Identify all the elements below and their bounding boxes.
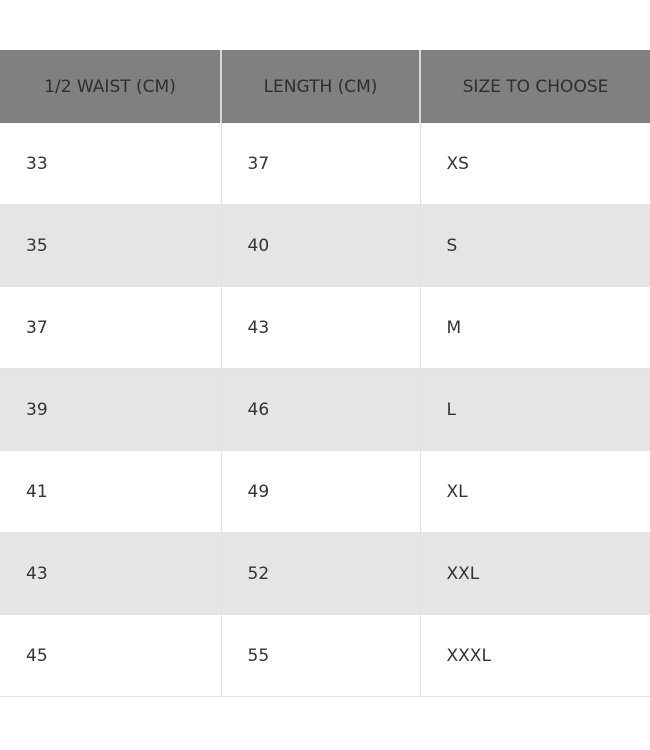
length-cell: 43 bbox=[220, 286, 420, 369]
size-cell: XXXL bbox=[419, 614, 650, 697]
table-row: 39 46 L bbox=[0, 368, 650, 451]
waist-cell: 39 bbox=[0, 368, 221, 451]
table-row: 45 55 XXXL bbox=[0, 614, 650, 697]
waist-cell: 41 bbox=[0, 450, 221, 533]
table-row: 35 40 S bbox=[0, 204, 650, 287]
length-cell: 52 bbox=[220, 532, 420, 615]
header-length: LENGTH (CM) bbox=[220, 50, 420, 123]
table-row: 33 37 XS bbox=[0, 123, 650, 205]
waist-cell: 45 bbox=[0, 614, 221, 697]
size-cell: M bbox=[419, 286, 650, 369]
waist-cell: 37 bbox=[0, 286, 221, 369]
table-row: 43 52 XXL bbox=[0, 532, 650, 615]
size-cell: XL bbox=[419, 450, 650, 533]
length-cell: 46 bbox=[220, 368, 420, 451]
length-cell: 37 bbox=[220, 123, 420, 205]
header-waist: 1/2 WAIST (CM) bbox=[0, 50, 221, 123]
waist-cell: 43 bbox=[0, 532, 221, 615]
size-cell: S bbox=[419, 204, 650, 287]
waist-cell: 33 bbox=[0, 123, 221, 205]
table-row: 41 49 XL bbox=[0, 450, 650, 533]
waist-cell: 35 bbox=[0, 204, 221, 287]
size-chart-table: 1/2 WAIST (CM) LENGTH (CM) SIZE TO CHOOS… bbox=[0, 50, 650, 697]
length-cell: 40 bbox=[220, 204, 420, 287]
length-cell: 55 bbox=[220, 614, 420, 697]
header-size: SIZE TO CHOOSE bbox=[419, 50, 650, 123]
header-row: 1/2 WAIST (CM) LENGTH (CM) SIZE TO CHOOS… bbox=[0, 50, 650, 123]
table-row: 37 43 M bbox=[0, 286, 650, 369]
size-cell: XXL bbox=[419, 532, 650, 615]
size-cell: XS bbox=[419, 123, 650, 205]
size-cell: L bbox=[419, 368, 650, 451]
length-cell: 49 bbox=[220, 450, 420, 533]
